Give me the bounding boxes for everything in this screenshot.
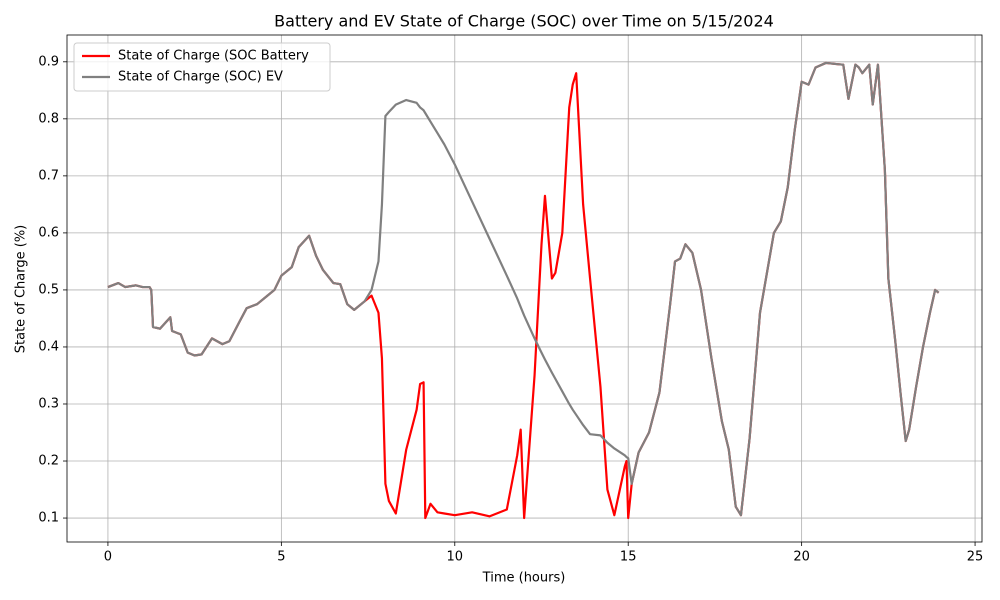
y-tick-label: 0.3 — [38, 396, 59, 411]
x-axis-label: Time (hours) — [482, 571, 566, 586]
y-tick-label: 0.9 — [38, 54, 59, 69]
y-tick-label: 0.2 — [38, 454, 59, 469]
y-tick-label: 0.1 — [38, 511, 59, 526]
x-tick-label: 0 — [104, 550, 112, 565]
series-line — [107, 61, 940, 517]
x-tick-label: 15 — [620, 550, 637, 565]
legend-label: State of Charge (SOC) EV — [118, 70, 283, 85]
series-line — [107, 61, 940, 520]
chart-title: Battery and EV State of Charge (SOC) ove… — [274, 12, 774, 31]
y-tick-label: 0.8 — [38, 111, 59, 126]
x-tick-label: 25 — [967, 550, 984, 565]
y-tick-label: 0.5 — [38, 282, 59, 297]
x-tick-label: 10 — [447, 550, 464, 565]
y-axis-label: State of Charge (%) — [14, 225, 29, 353]
y-tick-label: 0.7 — [38, 168, 59, 183]
y-tick-label: 0.6 — [38, 225, 59, 240]
x-tick-label: 20 — [793, 550, 810, 565]
y-tick-label: 0.4 — [38, 339, 59, 354]
x-tick-label: 5 — [277, 550, 285, 565]
legend-box — [73, 42, 331, 92]
legend-label: State of Charge (SOC Battery — [118, 49, 309, 64]
plot-frame — [66, 34, 983, 543]
